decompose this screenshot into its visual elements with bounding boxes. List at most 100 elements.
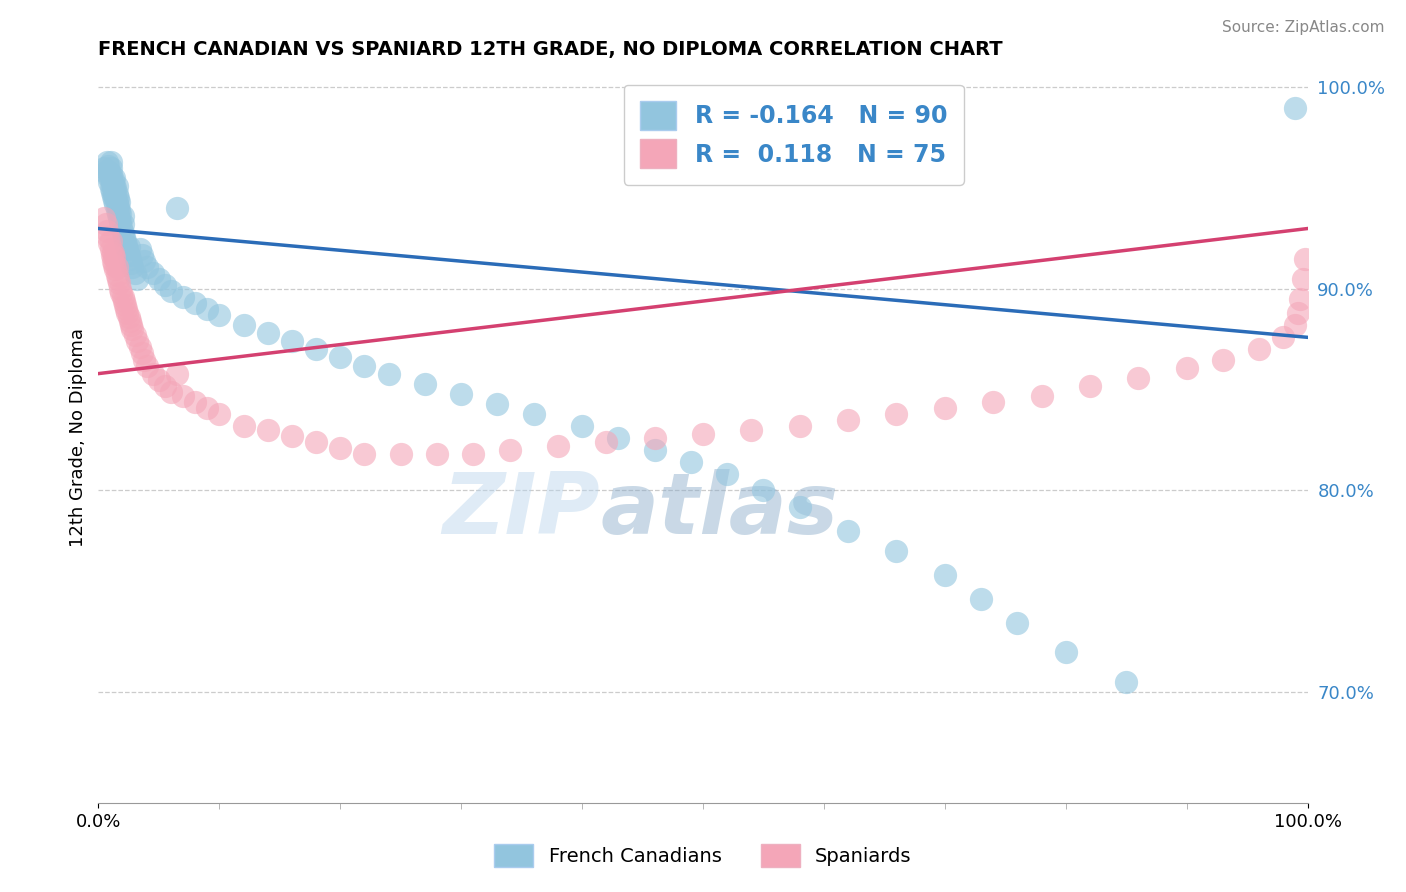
Point	[1284, 318, 1306, 333]
Point	[104, 189, 127, 203]
Point	[329, 441, 352, 455]
Point	[305, 343, 328, 357]
Point	[105, 179, 128, 194]
Point	[886, 407, 908, 421]
Point	[100, 167, 122, 181]
Point	[108, 195, 131, 210]
Point	[94, 165, 117, 179]
Y-axis label: 12th Grade, No Diploma: 12th Grade, No Diploma	[69, 327, 87, 547]
Point	[104, 261, 127, 276]
Point	[103, 250, 125, 264]
Point	[740, 423, 762, 437]
Point	[100, 181, 122, 195]
Point	[131, 346, 153, 360]
Point	[128, 340, 150, 354]
Point	[716, 467, 738, 482]
Point	[256, 423, 278, 437]
Point	[1128, 370, 1150, 384]
Point	[114, 234, 136, 248]
Point	[110, 219, 132, 234]
Point	[105, 195, 128, 210]
Point	[160, 284, 183, 298]
Point	[1294, 252, 1316, 266]
Point	[981, 394, 1004, 409]
Point	[1007, 616, 1029, 631]
Point	[107, 272, 129, 286]
Point	[1078, 378, 1101, 392]
Point	[120, 318, 142, 333]
Point	[134, 352, 156, 367]
Point	[837, 413, 859, 427]
Point	[232, 318, 254, 333]
Point	[413, 376, 436, 391]
Point	[1286, 306, 1309, 320]
Point	[886, 544, 908, 558]
Point	[117, 306, 139, 320]
Point	[329, 351, 352, 365]
Point	[450, 386, 472, 401]
Text: FRENCH CANADIAN VS SPANIARD 12TH GRADE, NO DIPLOMA CORRELATION CHART: FRENCH CANADIAN VS SPANIARD 12TH GRADE, …	[98, 39, 1002, 59]
Point	[970, 592, 993, 607]
Point	[148, 373, 170, 387]
Point	[789, 419, 811, 434]
Point	[100, 234, 122, 248]
Point	[644, 431, 666, 445]
Point	[108, 203, 131, 218]
Point	[124, 328, 146, 343]
Point	[121, 322, 143, 336]
Point	[353, 447, 375, 461]
Point	[153, 277, 176, 292]
Point	[118, 314, 141, 328]
Point	[105, 203, 128, 218]
Point	[1115, 674, 1137, 689]
Point	[195, 302, 218, 317]
Point	[100, 248, 122, 262]
Point	[93, 211, 115, 226]
Point	[105, 187, 128, 202]
Point	[1175, 360, 1198, 375]
Point	[498, 443, 520, 458]
Point	[128, 242, 150, 256]
Point	[134, 253, 156, 268]
Point	[184, 296, 207, 310]
Point	[100, 173, 122, 187]
Point	[934, 568, 956, 582]
Legend: R = -0.164   N = 90, R =  0.118   N = 75: R = -0.164 N = 90, R = 0.118 N = 75	[624, 85, 963, 185]
Point	[644, 443, 666, 458]
Point	[752, 483, 775, 498]
Point	[124, 266, 146, 280]
Point	[256, 326, 278, 341]
Point	[1031, 389, 1053, 403]
Point	[100, 155, 122, 169]
Point	[166, 367, 188, 381]
Point	[96, 223, 118, 237]
Point	[118, 310, 141, 325]
Point	[160, 384, 183, 399]
Point	[118, 248, 141, 262]
Point	[547, 439, 569, 453]
Point	[172, 290, 194, 304]
Point	[305, 435, 328, 450]
Point	[195, 401, 218, 415]
Point	[107, 199, 129, 213]
Text: atlas: atlas	[600, 468, 838, 552]
Point	[142, 367, 165, 381]
Point	[105, 268, 128, 282]
Text: ZIP: ZIP	[443, 468, 600, 552]
Point	[281, 429, 304, 443]
Point	[153, 378, 176, 392]
Point	[463, 447, 485, 461]
Point	[121, 260, 143, 274]
Point	[353, 359, 375, 373]
Point	[208, 407, 231, 421]
Point	[127, 334, 149, 349]
Point	[281, 334, 304, 349]
Point	[96, 155, 118, 169]
Point	[100, 161, 122, 175]
Point	[1289, 292, 1312, 306]
Point	[100, 242, 122, 256]
Point	[166, 202, 188, 216]
Point	[100, 178, 122, 192]
Point	[131, 248, 153, 262]
Point	[97, 159, 120, 173]
